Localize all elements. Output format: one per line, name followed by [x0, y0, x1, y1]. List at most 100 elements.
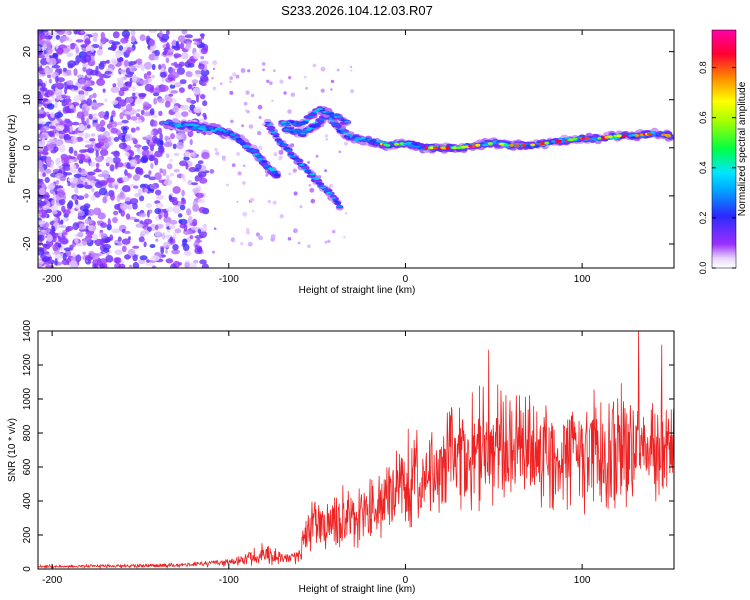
spectrogram-cell — [200, 82, 207, 87]
spectrogram-cell — [319, 118, 326, 121]
spectrogram-cell — [54, 217, 59, 224]
spectrogram-cell — [200, 35, 205, 40]
spectrogram-cell — [127, 248, 136, 257]
spectrogram-cell — [48, 256, 52, 260]
spectrogram-cell — [305, 86, 308, 90]
spectrogram-cell — [92, 32, 99, 38]
spectrogram-cell — [258, 235, 263, 241]
spectrogram-cell — [290, 92, 295, 97]
spectrogram-cell — [43, 30, 49, 33]
spectrogram-cell — [278, 149, 284, 155]
spectrogram-cell — [130, 116, 138, 121]
spectrogram-cell — [279, 79, 284, 84]
spectrogram-cell — [325, 138, 328, 141]
spectrogram-cell — [154, 208, 162, 215]
spectrogram-cell — [55, 75, 59, 84]
spectrogram-cell — [181, 189, 185, 197]
spectrogram-cell — [126, 162, 131, 169]
spectrogram-cell — [202, 100, 208, 107]
spectrogram-cell — [120, 209, 125, 217]
spectrogram-cell — [106, 223, 112, 231]
spectrogram-cell — [240, 68, 246, 73]
spectrogram-cell — [60, 94, 67, 99]
spectrogram-cell — [148, 176, 157, 181]
spectrogram-cell — [38, 178, 44, 182]
spectrogram-cell — [164, 100, 171, 108]
spectrogram-cell — [54, 258, 58, 266]
snr-y-tick-label: 1200 — [22, 353, 33, 376]
spectrogram-cell — [424, 146, 430, 150]
spectrogram-cell — [152, 87, 162, 94]
spectrogram-cell — [503, 143, 509, 147]
spectrogram-cell — [187, 84, 193, 90]
spectrogram-cell — [172, 205, 182, 214]
spectrogram-cell — [237, 171, 242, 176]
spectrogram-cell — [178, 87, 185, 93]
spectrogram-cell — [201, 263, 209, 268]
spectrogram-cell — [138, 93, 147, 98]
spectrogram-cell — [198, 63, 205, 70]
spectrogram-cell — [277, 141, 284, 144]
spectrogram-cell — [429, 146, 435, 150]
spectrogram-cell — [145, 262, 154, 267]
spectrogram-cell — [171, 249, 181, 255]
spectrogram-cell — [105, 255, 114, 263]
spectrogram-cell — [176, 132, 184, 141]
spectrogram-cell — [50, 111, 55, 118]
spectrogram-cell — [146, 226, 152, 232]
spectrogram-cell — [153, 97, 158, 105]
spectrogram-cell — [151, 74, 155, 79]
spectrogram-cell — [273, 135, 280, 138]
spectrogram-cell — [120, 37, 129, 44]
spectrogram-cell — [271, 99, 274, 103]
spectrogram-cell — [48, 57, 57, 66]
spectrogram-y-tick-label: 10 — [22, 94, 33, 106]
spectrogram-cell — [74, 199, 79, 205]
spectrogram-cell — [78, 210, 85, 217]
spectrogram-cell — [80, 176, 87, 181]
spectrogram-cell — [266, 79, 270, 84]
spectrogram-cell — [257, 104, 263, 110]
spectrogram-cell — [177, 262, 183, 266]
snr-y-tick-label: 1000 — [22, 387, 33, 410]
spectrogram-cell — [69, 244, 74, 251]
spectrogram-cell — [54, 101, 58, 109]
spectrogram-cell — [64, 87, 68, 95]
spectrogram-cell — [236, 200, 239, 203]
spectrogram-cell — [344, 141, 348, 146]
spectrogram-cell — [92, 92, 97, 99]
spectrogram-cell — [55, 157, 61, 166]
spectrogram-cell — [113, 136, 120, 142]
spectrogram-cell — [317, 108, 323, 110]
spectrogram-cell — [191, 182, 198, 186]
spectrogram-cell — [124, 111, 131, 115]
spectrogram-y-axis-label: Frequency (Hz) — [7, 115, 18, 184]
spectrogram-cell — [159, 132, 163, 141]
spectrogram-cell — [198, 206, 206, 214]
spectrogram-cell — [63, 101, 69, 106]
spectrogram-cell — [145, 203, 153, 208]
spectrogram-cell — [199, 94, 206, 100]
colorbar-label: Normalized spectral amplitude — [737, 81, 748, 216]
spectrogram-cell — [155, 238, 159, 242]
spectrogram-cell — [278, 157, 282, 161]
spectrogram-cell — [119, 202, 128, 211]
spectrogram-cell — [139, 79, 149, 85]
spectrogram-cell — [165, 258, 174, 264]
spectrogram-cell — [85, 117, 90, 126]
spectrogram-cell — [59, 35, 65, 44]
spectrogram-cell — [186, 97, 192, 103]
spectrogram-cell — [350, 89, 355, 94]
spectrogram-cell — [132, 202, 138, 210]
spectrogram-cell — [51, 210, 58, 215]
spectrogram-cell — [96, 48, 103, 56]
spectrogram-cell — [170, 196, 178, 201]
spectrogram-cell — [139, 255, 148, 261]
spectrogram-cell — [212, 86, 217, 91]
spectrogram-cell — [112, 217, 118, 224]
spectrogram-cell — [70, 136, 78, 144]
spectrogram-cell — [235, 74, 240, 79]
spectrogram-cell — [74, 187, 79, 194]
spectrogram-cell — [68, 158, 74, 164]
spectrogram-cell — [139, 34, 146, 42]
